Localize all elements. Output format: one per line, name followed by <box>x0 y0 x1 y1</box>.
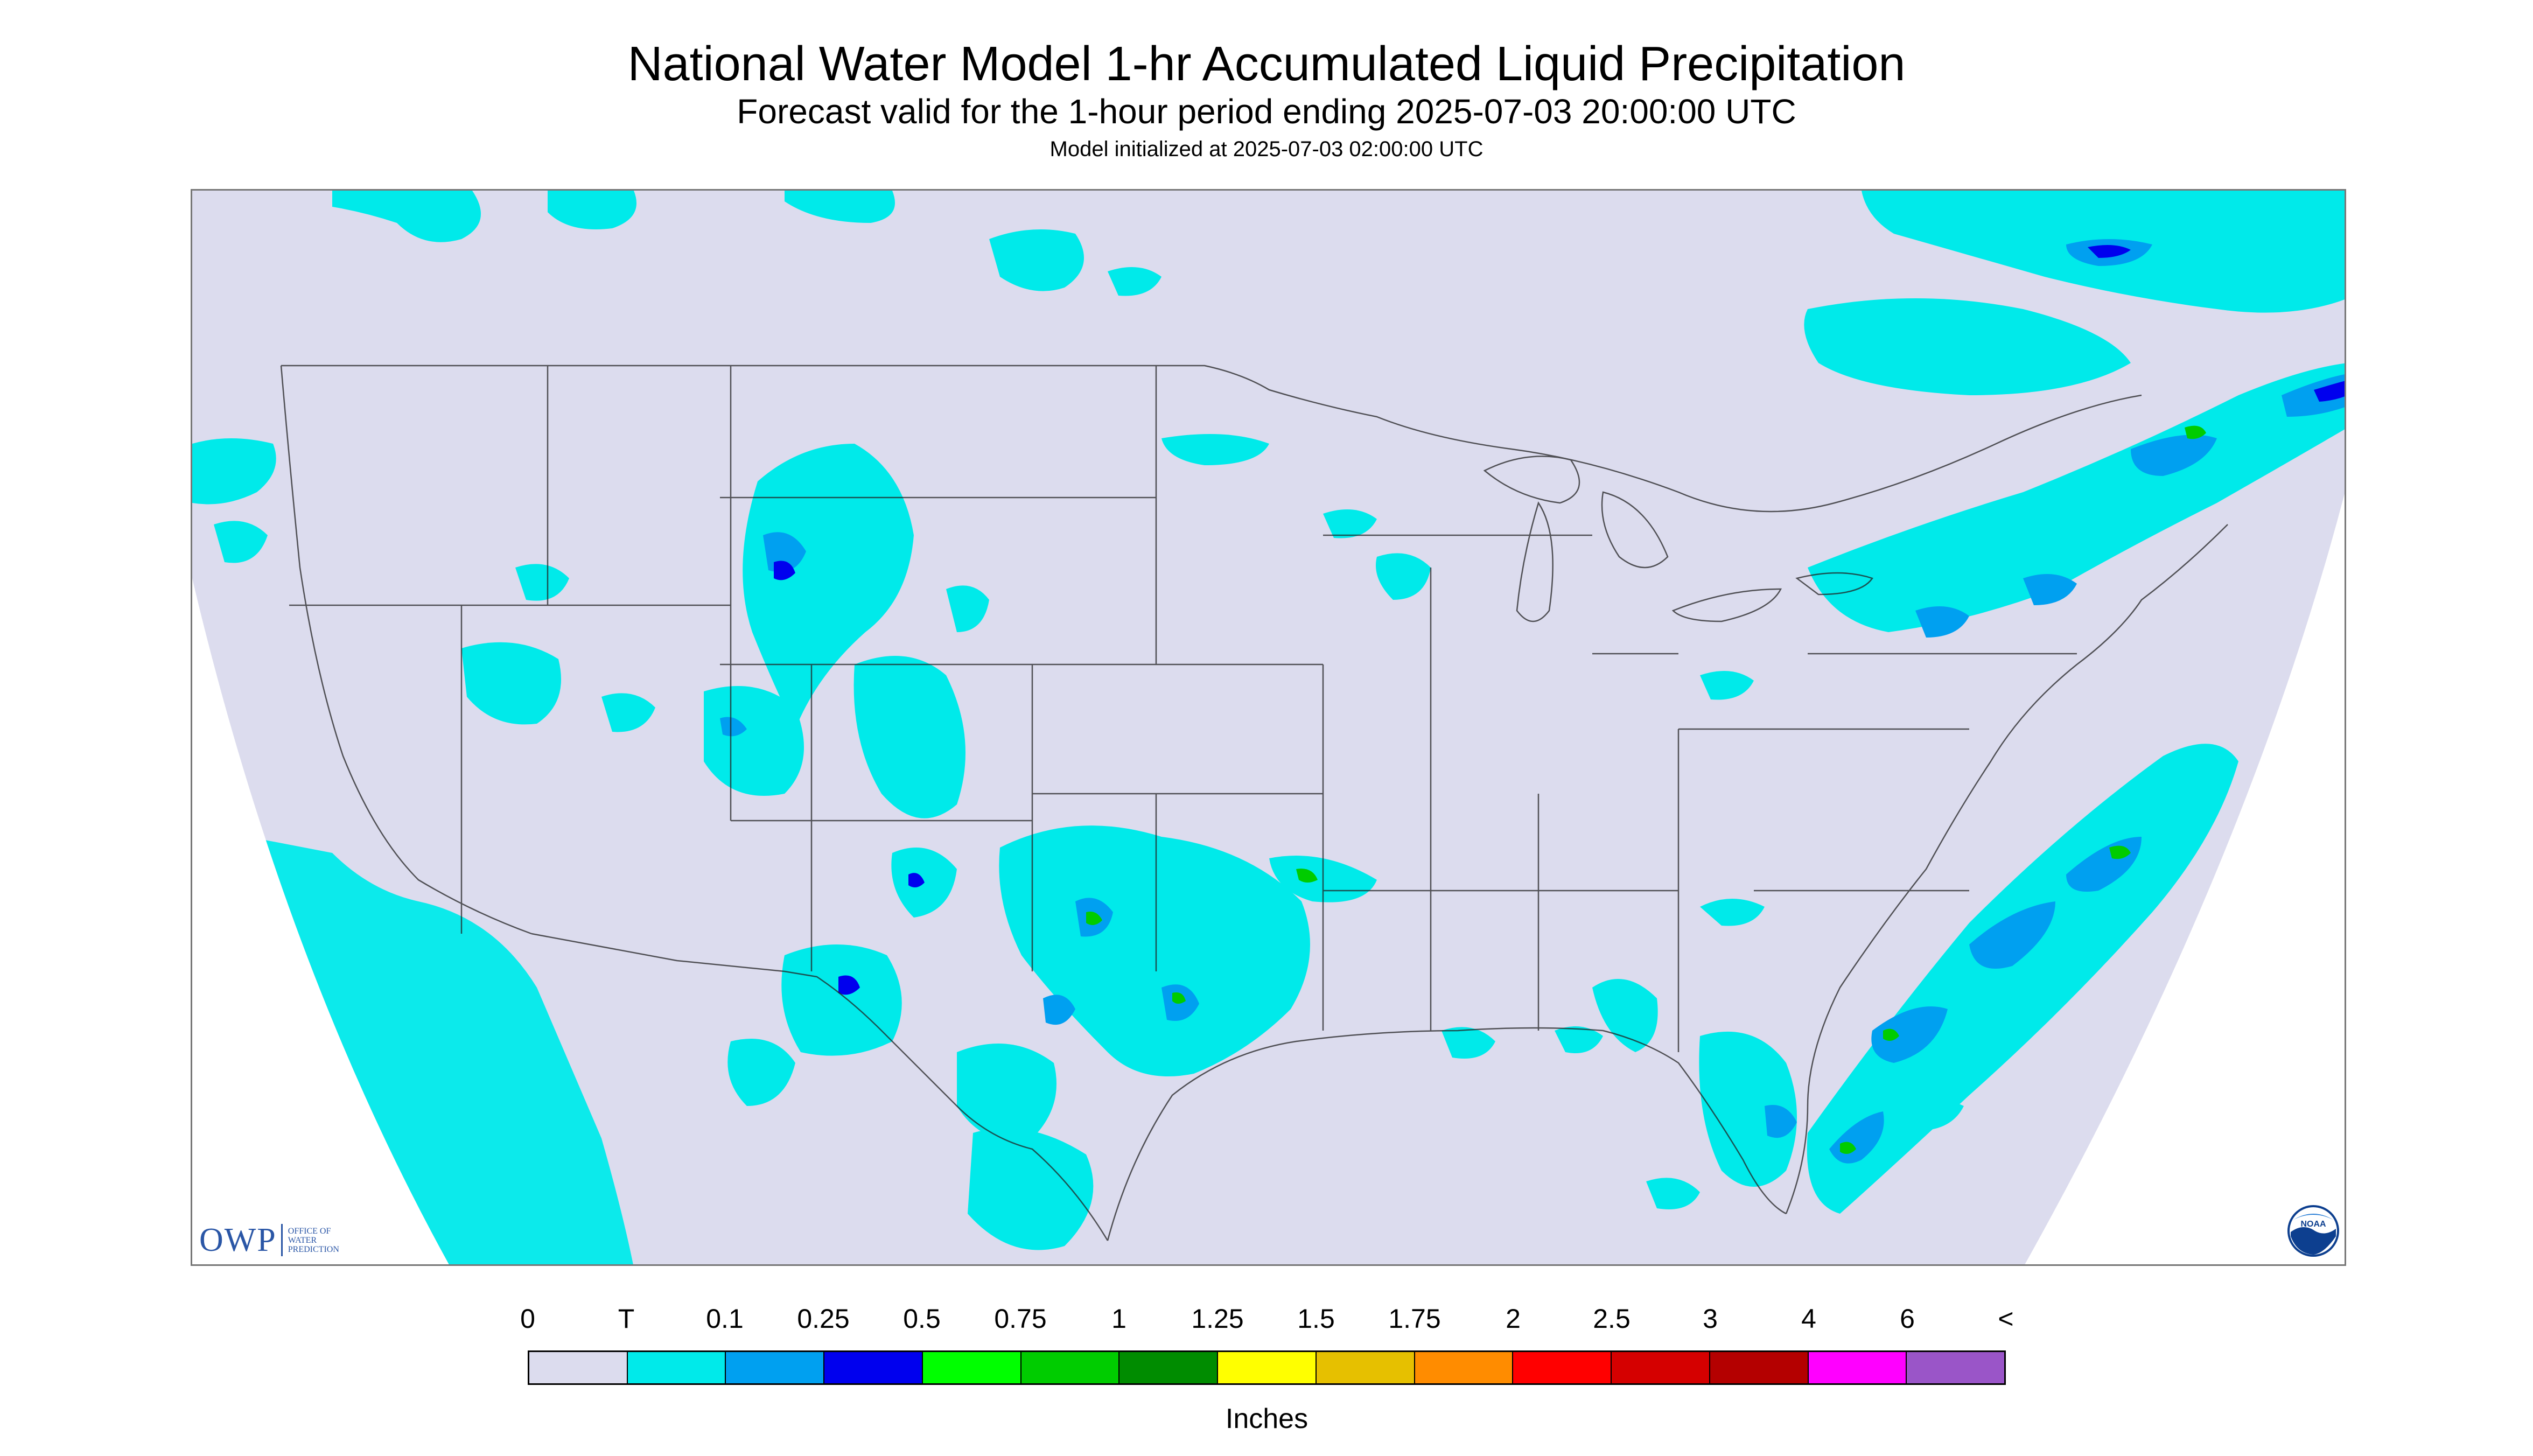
legend-tick-label: 1.5 <box>1297 1304 1335 1334</box>
owp-logo-mark: OWP <box>199 1221 277 1258</box>
noaa-logo-text: NOAA <box>2300 1220 2326 1229</box>
legend-tick-label: 6 <box>1900 1304 1915 1334</box>
legend-tick-labels: 0 T 0.1 0.25 0.5 0.75 1 1.25 1.5 1.75 2 2.5 3 4 6 < <box>520 1303 2014 1335</box>
noaa-logo: NOAA <box>2287 1205 2339 1257</box>
legend-tick-label: 2.5 <box>1593 1304 1631 1334</box>
owp-logo: OWP OFFICE OF WATER PREDICTION <box>199 1221 339 1259</box>
legend-tick-label: 0.25 <box>797 1304 850 1334</box>
legend-swatch <box>1316 1352 1415 1383</box>
legend-tick-label: 4 <box>1801 1304 1816 1334</box>
legend-tick-label: 0.5 <box>903 1304 941 1334</box>
legend-swatch <box>1710 1352 1809 1383</box>
legend-tick-label: 0 <box>520 1304 535 1334</box>
legend-swatch <box>529 1352 628 1383</box>
legend-swatch <box>1218 1352 1317 1383</box>
owp-logo-line: PREDICTION <box>288 1244 339 1254</box>
legend-units-label: Inches <box>1225 1403 1309 1434</box>
owp-logo-line: WATER <box>288 1235 317 1245</box>
map-title: National Water Model 1-hr Accumulated Li… <box>627 37 1906 91</box>
legend-swatch <box>1808 1352 1907 1383</box>
legend-swatch <box>824 1352 923 1383</box>
legend-swatch <box>1021 1352 1120 1383</box>
owp-logo-text: OFFICE OF WATER PREDICTION <box>288 1227 339 1254</box>
legend-tick-label: 0.75 <box>994 1304 1047 1334</box>
legend-tick-label: T <box>618 1304 635 1334</box>
legend-tick-label: 1.75 <box>1388 1304 1441 1334</box>
legend-color-bar <box>528 1350 2006 1385</box>
legend-swatch <box>922 1352 1021 1383</box>
legend-swatch <box>1513 1352 1612 1383</box>
forecast-valid-subtitle: Forecast valid for the 1-hour period end… <box>737 92 1796 131</box>
legend-tick-label: 2 <box>1506 1304 1521 1334</box>
legend-swatch <box>1415 1352 1514 1383</box>
legend-tick-label: 1.25 <box>1191 1304 1244 1334</box>
precipitation-map <box>191 189 2346 1266</box>
precipitation-legend: 0 T 0.1 0.25 0.5 0.75 1 1.25 1.5 1.75 2 2.5 3 4 6 < Inc… <box>520 1303 2014 1434</box>
legend-swatch <box>1119 1352 1219 1383</box>
legend-tick-label: 0.1 <box>706 1304 744 1334</box>
legend-swatch <box>1907 1352 2005 1383</box>
legend-tick-label: < <box>1998 1304 2014 1334</box>
legend-tick-label: 3 <box>1703 1304 1718 1334</box>
legend-swatch <box>726 1352 825 1383</box>
legend-swatch <box>1612 1352 1710 1383</box>
legend-tick-label: 1 <box>1111 1304 1126 1334</box>
owp-logo-line: OFFICE OF <box>288 1226 331 1236</box>
model-init-line: Model initialized at 2025-07-03 02:00:00… <box>1049 137 1484 161</box>
owp-logo-divider <box>281 1224 283 1256</box>
legend-swatch <box>627 1352 726 1383</box>
boundaries <box>280 365 2228 1241</box>
map-canvas <box>192 191 2345 1264</box>
